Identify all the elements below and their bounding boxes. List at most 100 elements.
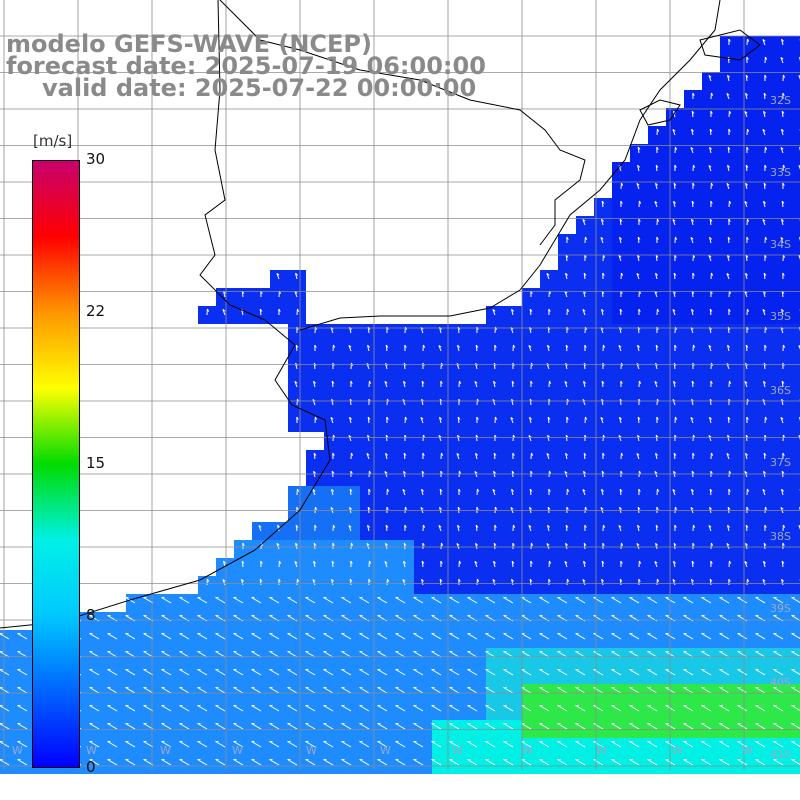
- lat-label-38s: 38S: [770, 530, 791, 543]
- wind-arrow-head: [637, 344, 640, 348]
- wind-arrow-head: [798, 165, 800, 167]
- wind-arrows: [0, 38, 800, 766]
- lat-label-39s: 39S: [770, 602, 791, 615]
- wind-arrow-head: [457, 434, 460, 438]
- wind-arrow-head: [440, 380, 443, 384]
- wind-arrow-head: [528, 345, 532, 348]
- wind-arrow-head: [368, 380, 372, 384]
- wind-arrow-head: [764, 146, 768, 150]
- wind-arrow-head: [331, 380, 335, 384]
- wind-arrow-head: [547, 344, 550, 348]
- wind-cell: [792, 378, 800, 396]
- wind-arrow-head: [601, 200, 605, 204]
- wind-arrow-head: [637, 146, 641, 150]
- lat-label-32s: 32S: [770, 94, 791, 107]
- wind-arrow-head: [690, 237, 694, 240]
- wind-arrow-head: [728, 218, 731, 222]
- wind-arrow-head: [727, 236, 731, 240]
- wind-arrow-head: [222, 309, 226, 312]
- lon-label-11: W: [742, 744, 753, 757]
- wind-arrow-head: [745, 182, 748, 186]
- wind-arrow-head: [674, 146, 678, 150]
- wind-cell: [792, 252, 800, 270]
- wind-arrow-head: [638, 308, 641, 312]
- wind-arrow-head: [583, 380, 586, 384]
- wind-arrow-head: [691, 380, 695, 384]
- lon-label-7: W: [452, 744, 463, 757]
- wind-arrow-head: [457, 416, 461, 420]
- wind-arrow-head: [636, 183, 640, 186]
- wind-arrow-head: [582, 309, 586, 312]
- wind-arrow-head: [548, 308, 551, 312]
- wind-arrow-head: [620, 200, 623, 204]
- wind-cell: [792, 594, 800, 612]
- wind-arrow-head: [764, 344, 767, 348]
- wind-arrow-head: [763, 272, 767, 276]
- wind-arrow-head: [674, 164, 677, 168]
- wind-arrow-head: [746, 128, 750, 132]
- wind-arrow-head: [294, 381, 298, 384]
- wind-arrow-head: [348, 435, 352, 438]
- wind-arrow-head: [619, 218, 623, 222]
- wind-arrow-head: [367, 416, 371, 420]
- wind-arrow-head: [529, 416, 532, 420]
- wind-arrow-head: [638, 200, 642, 204]
- wind-cell: [792, 558, 800, 576]
- wind-cell: [792, 702, 800, 720]
- wind-arrow-head: [565, 344, 569, 348]
- wind-arrow-head: [691, 200, 695, 204]
- wind-arrow-head: [764, 56, 768, 60]
- wind-arrow-head: [654, 201, 658, 204]
- wind-arrow-head: [692, 344, 696, 348]
- colorbar-tick-30: 30: [86, 150, 106, 168]
- wind-arrow-head: [566, 236, 569, 240]
- wind-arrow-head: [746, 38, 750, 42]
- wind-arrow-head: [584, 254, 587, 258]
- wind-arrow-head: [655, 164, 659, 168]
- wind-arrow-head: [710, 200, 713, 204]
- wind-arrow-head: [438, 435, 442, 438]
- wind-arrow-head: [764, 236, 768, 240]
- wind-arrow-head: [546, 273, 550, 276]
- wind-arrow-head: [602, 272, 605, 276]
- wind-arrow-head: [637, 254, 640, 258]
- wind-arrow-head: [619, 236, 622, 240]
- wind-cell: [792, 576, 800, 594]
- wind-arrow-head: [656, 128, 660, 132]
- wind-arrow-head: [457, 344, 460, 348]
- wind-arrow-head: [638, 218, 641, 222]
- wind-arrow-head: [656, 146, 659, 150]
- wind-arrow-head: [584, 416, 588, 420]
- wind-arrow-head: [781, 38, 784, 42]
- wind-arrow-head: [691, 218, 694, 222]
- wind-cell: [792, 144, 800, 162]
- wind-arrow-head: [314, 344, 317, 348]
- lat-label-41s: 41S: [770, 748, 791, 761]
- wind-arrow-head: [798, 255, 800, 257]
- wind-cell: [792, 756, 800, 774]
- wind-arrow-head: [672, 309, 676, 312]
- wind-arrow-head: [278, 308, 281, 312]
- wind-arrow-head: [602, 344, 606, 348]
- wind-arrow-head: [259, 308, 263, 312]
- wind-cell: [792, 108, 800, 126]
- wind-arrow-head: [655, 344, 659, 348]
- wind-arrow-head: [656, 236, 659, 240]
- wind-arrow-head: [600, 237, 604, 240]
- wind-arrow-head: [367, 434, 370, 438]
- wind-arrow-head: [206, 308, 210, 312]
- valid-date: valid date: 2025-07-22 00:00:00: [42, 74, 477, 102]
- wind-cell: [792, 720, 800, 738]
- lon-label-5: W: [306, 744, 317, 757]
- lat-label-36s: 36S: [770, 384, 791, 397]
- wind-cell: [792, 612, 800, 630]
- wind-arrow-head: [728, 128, 731, 132]
- wind-arrow-head: [492, 309, 496, 312]
- wind-arrow-head: [601, 380, 605, 384]
- wind-arrow-head: [458, 380, 462, 384]
- wind-arrow-head: [726, 93, 730, 96]
- wind-cell: [792, 72, 800, 90]
- wind-arrow-head: [710, 380, 713, 384]
- colorbar-tick-0: 0: [86, 758, 96, 776]
